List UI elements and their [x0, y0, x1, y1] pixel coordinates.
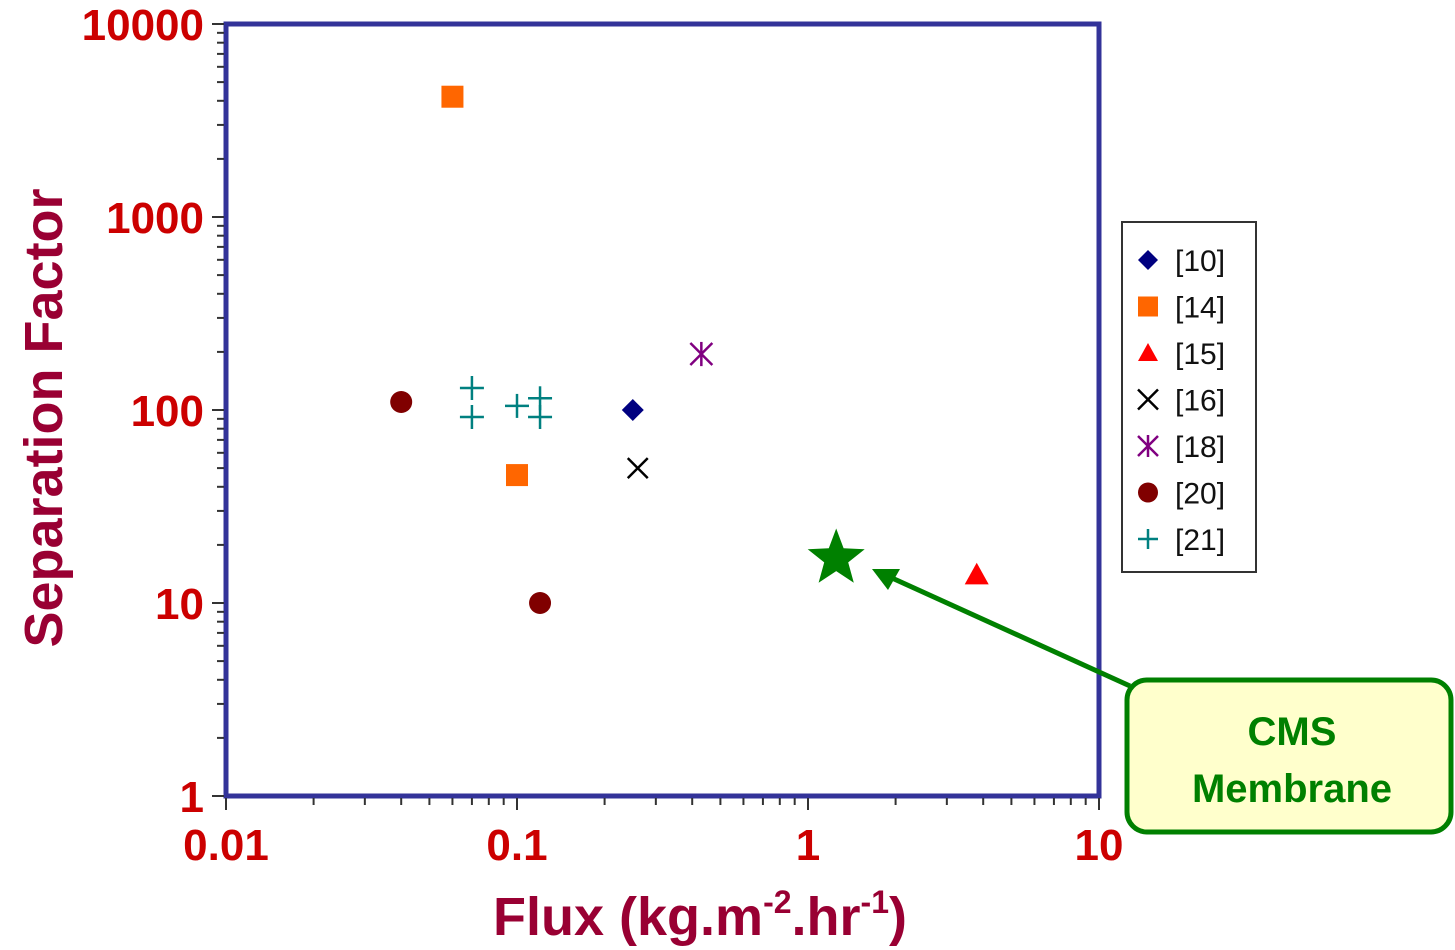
data-point-circle	[529, 592, 552, 614]
legend-marker-x	[1137, 388, 1159, 411]
legend-marker-triangle	[1138, 343, 1158, 361]
cms-membrane-callout: CMS Membrane	[872, 569, 1454, 835]
callout-arrow-line	[890, 575, 1132, 689]
axis-ticks	[212, 23, 1100, 810]
y-tick-label: 10000	[82, 1, 204, 50]
data-point-triangle	[964, 562, 989, 585]
x-axis-title: Flux (kg.m-2.hr-1)	[493, 884, 907, 947]
x-tick-label: 0.1	[486, 821, 547, 870]
data-point-plus	[505, 393, 529, 418]
y-tick-label: 1000	[106, 194, 204, 243]
legend-marker-square	[1138, 296, 1158, 317]
legend-marker-circle	[1138, 482, 1158, 503]
data-point-x	[626, 457, 649, 479]
x-axis-title-exp2: -1	[861, 884, 889, 920]
tick-labels: 0.01 0.1 1 10 1 10 100 1000 10000	[82, 1, 1124, 870]
y-tick-label: 10	[155, 580, 204, 629]
legend: [10] [14] [15] [16] [18] [20] [21]	[1121, 221, 1257, 573]
x-tick-label: 1	[796, 821, 820, 870]
x-axis-title-main: Flux (kg.m	[493, 887, 763, 947]
legend-label: [14]	[1175, 292, 1225, 325]
data-point-square	[441, 85, 464, 108]
x-axis-title-end: )	[889, 887, 907, 947]
y-tick-label: 100	[131, 387, 204, 436]
data-point-square	[506, 464, 528, 487]
legend-label: [10]	[1175, 245, 1225, 278]
data-point-plus	[528, 404, 553, 429]
legend-label: [16]	[1175, 385, 1225, 418]
callout-arrow-head	[872, 569, 900, 590]
y-tick-label: 1	[180, 773, 204, 822]
callout-line-1: CMS	[1248, 710, 1337, 754]
x-tick-label: 10	[1075, 821, 1124, 870]
plot-frame	[223, 21, 1102, 799]
data-point-plus	[459, 376, 484, 401]
data-point-plus	[459, 404, 484, 429]
legend-marker-asterisk	[1137, 435, 1159, 457]
legend-marker-plus	[1138, 529, 1158, 549]
x-axis-title-mid: .hr	[792, 887, 861, 947]
data-point-diamond	[621, 399, 644, 421]
legend-label: [20]	[1175, 478, 1225, 511]
data-points	[390, 85, 989, 614]
legend-label: [15]	[1175, 338, 1225, 371]
legend-label: [18]	[1175, 431, 1225, 464]
x-tick-label: 0.01	[183, 821, 269, 870]
callout-box	[1124, 677, 1454, 835]
cms-membrane-star-marker	[807, 528, 865, 583]
callout-line-2: Membrane	[1192, 767, 1392, 811]
data-point-circle	[390, 391, 413, 414]
y-axis-title: Separation Factor	[14, 188, 74, 647]
legend-marker-diamond	[1138, 250, 1158, 270]
legend-label: [21]	[1175, 524, 1225, 557]
x-axis-title-exp1: -2	[763, 884, 791, 920]
data-point-asterisk	[689, 341, 714, 367]
